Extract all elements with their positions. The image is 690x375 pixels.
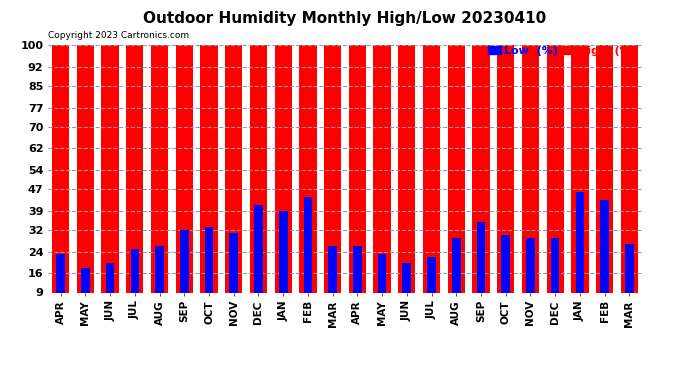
Bar xyxy=(477,222,485,292)
Bar xyxy=(151,45,168,292)
Bar xyxy=(225,45,242,292)
Bar xyxy=(126,45,144,292)
Bar xyxy=(497,45,514,292)
Bar xyxy=(328,246,337,292)
Bar xyxy=(200,45,217,292)
Bar xyxy=(229,232,238,292)
Text: Outdoor Humidity Monthly High/Low 20230410: Outdoor Humidity Monthly High/Low 202304… xyxy=(144,11,546,26)
Bar xyxy=(452,238,461,292)
Bar xyxy=(353,246,362,292)
Bar xyxy=(402,262,411,292)
Bar xyxy=(52,45,69,292)
Bar xyxy=(522,45,539,292)
Bar xyxy=(473,45,490,292)
Bar xyxy=(423,45,440,292)
Bar xyxy=(250,45,267,292)
Bar xyxy=(130,249,139,292)
Bar xyxy=(377,254,386,292)
Bar xyxy=(304,197,313,292)
Bar xyxy=(526,238,535,292)
Bar xyxy=(448,45,465,292)
Bar xyxy=(502,236,510,292)
Bar xyxy=(57,254,65,292)
Text: Copyright 2023 Cartronics.com: Copyright 2023 Cartronics.com xyxy=(48,31,190,40)
Bar xyxy=(546,45,564,292)
Bar xyxy=(398,45,415,292)
Bar xyxy=(551,238,560,292)
Bar xyxy=(275,45,292,292)
Bar xyxy=(106,262,115,292)
Bar xyxy=(180,230,188,292)
Bar xyxy=(155,246,164,292)
Bar xyxy=(373,45,391,292)
Bar xyxy=(621,45,638,292)
Legend: Low  (%), High  (%): Low (%), High (%) xyxy=(488,46,636,56)
Bar xyxy=(101,45,119,292)
Bar xyxy=(299,45,317,292)
Bar xyxy=(77,45,94,292)
Bar xyxy=(427,257,436,292)
Bar xyxy=(625,243,633,292)
Bar xyxy=(254,206,263,292)
Bar xyxy=(279,211,288,292)
Bar xyxy=(596,45,613,292)
Bar xyxy=(348,45,366,292)
Bar xyxy=(205,227,213,292)
Bar xyxy=(324,45,342,292)
Bar xyxy=(600,200,609,292)
Bar xyxy=(575,192,584,292)
Bar xyxy=(81,268,90,292)
Bar xyxy=(571,45,589,292)
Bar xyxy=(176,45,193,292)
